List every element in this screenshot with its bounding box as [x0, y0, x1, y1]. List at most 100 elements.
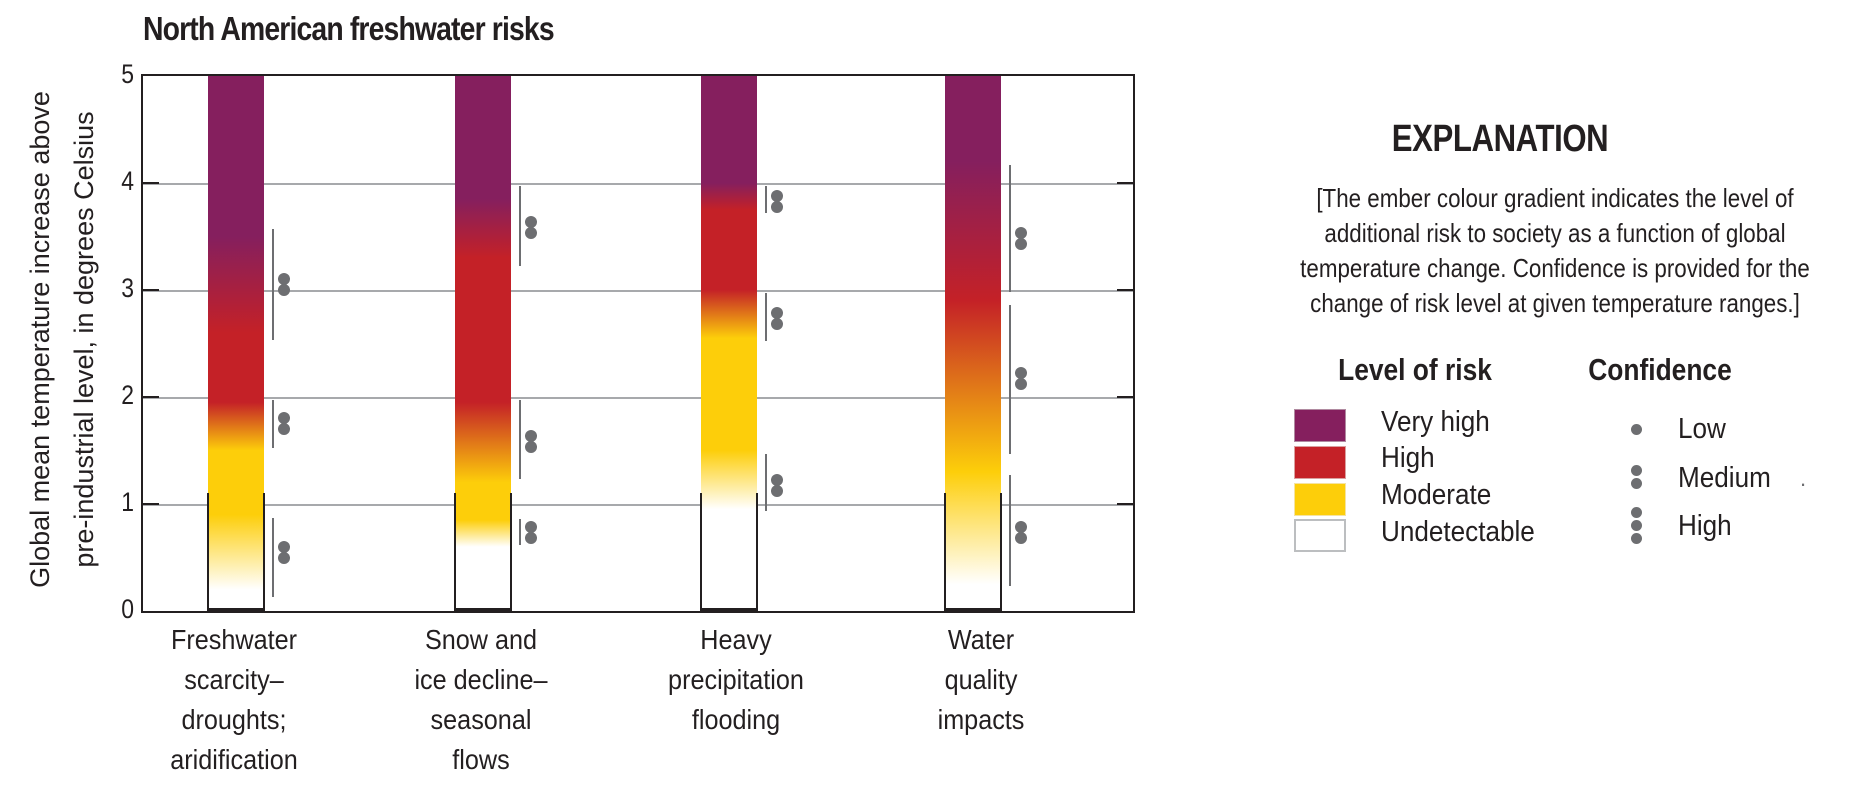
confidence-dot-icon: [771, 200, 783, 213]
x-label-line: quality: [944, 664, 1018, 695]
x-label-line: flooding: [691, 704, 781, 735]
ember-bar-heavy-precipitation: [701, 76, 757, 611]
y-axis-label: Global mean temperature increase above p…: [18, 72, 108, 607]
confidence-label-low: Low: [1678, 413, 1726, 445]
confidence-range-line: [1009, 475, 1011, 587]
confidence-range-line: [272, 517, 274, 598]
confidence-dot-icon: [771, 485, 783, 498]
confidence-medium-dot-icon: [1631, 465, 1642, 476]
x-label-line: Heavy: [700, 624, 772, 655]
confidence-medium-dot-icon: [1631, 478, 1642, 489]
confidence-range-line: [272, 400, 274, 449]
confidence-dot-icon: [771, 189, 783, 202]
observed-range-bracket: [454, 493, 512, 611]
risk-label-undetectable: Undetectable: [1381, 516, 1535, 548]
observed-range-bracket: [700, 493, 758, 611]
y-tick-label: 5: [121, 59, 134, 89]
confidence-range-line: [1009, 164, 1011, 293]
confidence-dot-icon: [771, 318, 783, 331]
y-axis-label-line-2: pre-industrial level, in degrees Celsius: [69, 111, 99, 568]
confidence-dot-icon: [278, 412, 290, 425]
confidence-dot-icon: [525, 521, 537, 534]
confidence-label-medium: Medium: [1678, 462, 1771, 494]
confidence-dot-icon: [525, 430, 537, 443]
x-label-line: precipitation: [668, 664, 804, 695]
confidence-dot-icon: [278, 423, 290, 436]
gridline: [143, 183, 1133, 185]
x-label-line: Water: [947, 624, 1015, 655]
confidence-dot-icon: [1015, 227, 1027, 240]
x-category-label: Snow and ice decline– seasonal flows: [382, 620, 580, 780]
confidence-dot-icon: [1015, 238, 1027, 251]
risk-label-moderate: Moderate: [1381, 479, 1492, 511]
confidence-high-dot-icon: [1631, 507, 1642, 518]
confidence-range-line: [765, 453, 767, 512]
confidence-high-dot-icon: [1631, 533, 1642, 544]
x-label-line: Freshwater: [170, 624, 298, 655]
y-tick-label: 4: [121, 166, 134, 196]
confidence-dot-icon: [278, 540, 290, 553]
y-tick: [1117, 289, 1133, 291]
y-tick: [143, 396, 159, 398]
y-tick: [1117, 503, 1133, 505]
explanation-text: [The ember colour gradient indicates the…: [1245, 181, 1865, 321]
y-tick: [143, 289, 159, 291]
confidence-range-line: [519, 518, 521, 545]
x-label-line: impacts: [937, 704, 1025, 735]
explanation-line: temperature change. Confidence is provid…: [1300, 253, 1810, 283]
confidence-range-line: [519, 186, 521, 267]
confidence-dot-icon: [278, 273, 290, 286]
risk-legend-heading: Level of risk: [1338, 352, 1492, 387]
confidence-low-dot-icon: [1631, 424, 1642, 435]
x-label-line: droughts;: [181, 704, 287, 735]
x-label-line: seasonal: [430, 704, 532, 735]
risk-label-high: High: [1381, 442, 1435, 474]
x-category-label: Freshwater scarcity– droughts; aridifica…: [135, 620, 333, 780]
y-tick-label: 0: [121, 594, 134, 624]
ember-bar-snow-ice-decline: [455, 76, 511, 611]
stray-mark: .: [1800, 466, 1807, 491]
swatch-very-high: [1294, 409, 1346, 442]
risk-label-very-high: Very high: [1381, 406, 1490, 438]
swatch-undetectable: [1294, 519, 1346, 552]
confidence-label-high: High: [1678, 510, 1732, 542]
y-tick: [143, 503, 159, 505]
swatch-high: [1294, 446, 1346, 479]
confidence-dot-icon: [278, 284, 290, 297]
explanation-title: EXPLANATION: [1391, 118, 1609, 160]
x-label-line: scarcity–: [184, 664, 284, 695]
confidence-dot-icon: [1015, 378, 1027, 391]
x-label-line: ice decline–: [414, 664, 548, 695]
confidence-dot-icon: [278, 551, 290, 564]
confidence-range-line: [1009, 304, 1011, 454]
confidence-dot-icon: [1015, 367, 1027, 380]
confidence-dot-icon: [525, 441, 537, 454]
y-tick: [1117, 182, 1133, 184]
explanation-line: additional risk to society as a function…: [1324, 218, 1786, 248]
confidence-dot-icon: [525, 227, 537, 240]
confidence-high-dot-icon: [1631, 520, 1642, 531]
x-label-line: Snow and: [424, 624, 538, 655]
y-tick-label: 3: [121, 273, 134, 303]
y-axis-label-line-1: Global mean temperature increase above: [25, 91, 55, 588]
plot-area: [141, 74, 1135, 613]
confidence-dot-icon: [525, 532, 537, 545]
gridline: [143, 504, 1133, 506]
ember-bar-water-quality: [945, 76, 1001, 611]
x-category-label: Heavy precipitation flooding: [637, 620, 835, 740]
x-label-line: flows: [452, 744, 510, 775]
x-category-label: Water quality impacts: [882, 620, 1080, 740]
y-tick: [1117, 396, 1133, 398]
y-tick-label: 1: [121, 487, 134, 517]
explanation-line: change of risk level at given temperatur…: [1310, 288, 1800, 318]
confidence-range-line: [765, 186, 767, 213]
ember-bar-freshwater-scarcity: [208, 76, 264, 611]
confidence-legend-heading: Confidence: [1588, 352, 1732, 387]
x-label-line: aridification: [170, 744, 298, 775]
confidence-dot-icon: [525, 216, 537, 229]
confidence-dot-icon: [1015, 521, 1027, 534]
swatch-moderate: [1294, 483, 1346, 516]
confidence-range-line: [519, 400, 521, 480]
explanation-line: [The ember colour gradient indicates the…: [1316, 183, 1794, 213]
y-tick-label: 2: [121, 380, 134, 410]
